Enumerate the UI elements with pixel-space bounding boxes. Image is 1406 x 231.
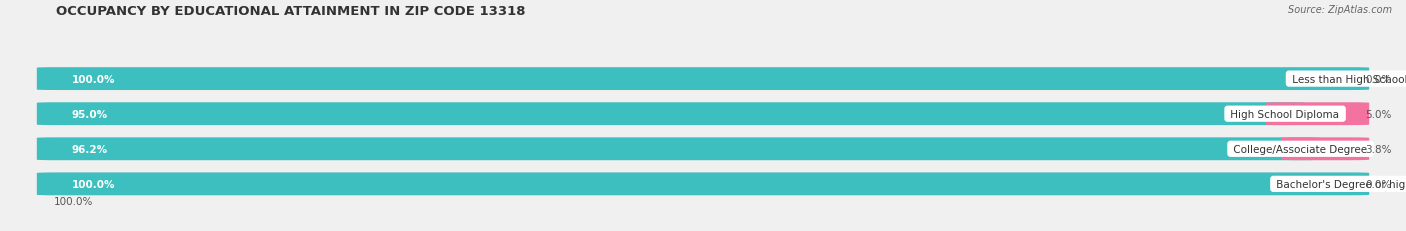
Text: 100.0%: 100.0% bbox=[72, 74, 115, 84]
FancyBboxPatch shape bbox=[37, 103, 1369, 126]
Text: 100.0%: 100.0% bbox=[53, 196, 93, 206]
Text: 96.2%: 96.2% bbox=[72, 144, 108, 154]
Text: Less than High School: Less than High School bbox=[1289, 74, 1406, 84]
Text: 100.0%: 100.0% bbox=[72, 179, 115, 189]
Text: 0.0%: 0.0% bbox=[1365, 179, 1392, 189]
FancyBboxPatch shape bbox=[37, 138, 1320, 161]
Text: Source: ZipAtlas.com: Source: ZipAtlas.com bbox=[1288, 5, 1392, 15]
FancyBboxPatch shape bbox=[37, 103, 1305, 126]
Text: 95.0%: 95.0% bbox=[72, 109, 108, 119]
Text: 3.8%: 3.8% bbox=[1365, 144, 1392, 154]
Text: 5.0%: 5.0% bbox=[1365, 109, 1392, 119]
FancyBboxPatch shape bbox=[1281, 138, 1369, 161]
FancyBboxPatch shape bbox=[37, 173, 1369, 195]
FancyBboxPatch shape bbox=[37, 68, 1369, 91]
Text: High School Diploma: High School Diploma bbox=[1227, 109, 1343, 119]
Text: 0.0%: 0.0% bbox=[1365, 74, 1392, 84]
FancyBboxPatch shape bbox=[37, 68, 1369, 91]
Text: College/Associate Degree: College/Associate Degree bbox=[1230, 144, 1371, 154]
Text: OCCUPANCY BY EDUCATIONAL ATTAINMENT IN ZIP CODE 13318: OCCUPANCY BY EDUCATIONAL ATTAINMENT IN Z… bbox=[56, 5, 526, 18]
FancyBboxPatch shape bbox=[1265, 103, 1369, 126]
FancyBboxPatch shape bbox=[37, 173, 1369, 195]
Text: Bachelor's Degree or higher: Bachelor's Degree or higher bbox=[1274, 179, 1406, 189]
FancyBboxPatch shape bbox=[37, 138, 1369, 161]
